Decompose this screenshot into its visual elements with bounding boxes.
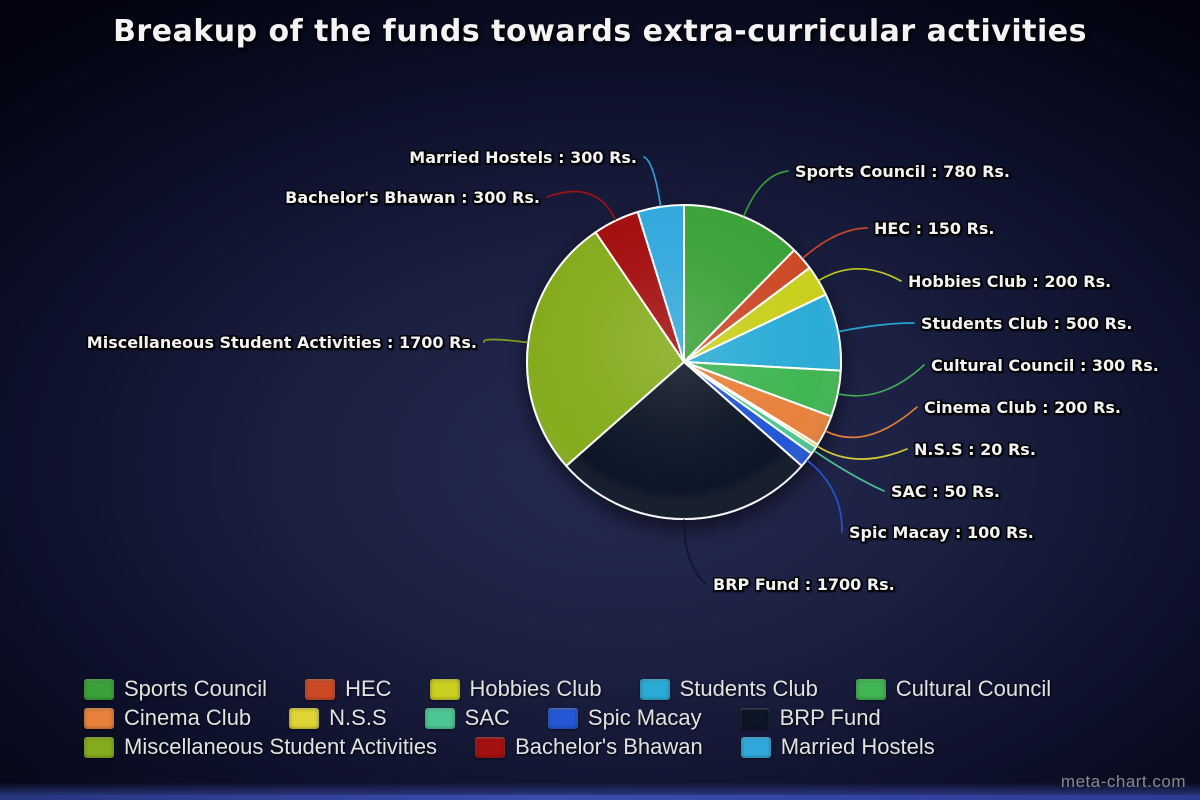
slice-label-hobbies-club: Hobbies Club : 200 Rs.	[908, 272, 1111, 291]
slice-label-hec: HEC : 150 Rs.	[874, 219, 995, 238]
watermark: meta-chart.com	[1060, 772, 1186, 791]
legend-item-cultural-council: Cultural Council	[855, 676, 1052, 702]
legend-swatch-icon	[740, 736, 771, 758]
legend-item-sac: SAC	[424, 705, 510, 731]
leader-line-cinema-club	[825, 406, 918, 439]
leader-line-cultural-council	[837, 364, 925, 397]
leader-line-n-s-s	[816, 445, 908, 460]
slice-label-brp-fund: BRP Fund : 1700 Rs.	[713, 575, 895, 594]
legend-label: Bachelor's Bhawan	[515, 734, 703, 759]
legend-swatch-icon	[855, 678, 886, 700]
slice-label-miscellaneous-student-activities: Miscellaneous Student Activities : 1700 …	[87, 333, 477, 352]
slice-label-sports-council: Sports Council : 780 Rs.	[795, 162, 1010, 181]
legend-label: Cinema Club	[124, 705, 252, 730]
legend-label: BRP Fund	[779, 705, 881, 730]
legend-row: Sports Council HEC Hobbies Club Students Cl…	[84, 676, 1164, 702]
slice-label-married-hostels: Married Hostels : 300 Rs.	[409, 148, 637, 167]
legend-swatch-icon	[289, 707, 320, 729]
leader-line-brp-fund	[683, 519, 707, 585]
legend-item-students-club: Students Club	[639, 676, 818, 702]
leader-line-miscellaneous-student-activities	[483, 338, 529, 344]
legend-row: Cinema Club N.S.S SAC Spic Macay BRP Fund	[84, 705, 1164, 731]
legend-swatch-icon	[84, 678, 114, 700]
legend-item-cinema-club: Cinema Club	[84, 705, 251, 731]
legend-swatch-icon	[429, 678, 460, 700]
page-title: Breakup of the funds towards extra-curri…	[113, 14, 1087, 49]
legend-label: Hobbies Club	[469, 676, 602, 701]
slice-label-n-s-s: N.S.S : 20 Rs.	[914, 440, 1036, 459]
legend-swatch-icon	[639, 678, 670, 700]
slice-label-students-club: Students Club : 500 Rs.	[921, 314, 1133, 333]
leader-line-hec	[802, 227, 868, 259]
slice-label-spic-macay: Spic Macay : 100 Rs.	[849, 523, 1034, 542]
legend-label: Miscellaneous Student Activities	[124, 734, 438, 759]
leader-line-married-hostels	[643, 156, 662, 207]
legend-label: Cultural Council	[895, 676, 1052, 701]
legend-item-spic-macay: Spic Macay	[547, 705, 702, 731]
bottom-edge-glow	[0, 795, 1200, 800]
leader-line-students-club	[838, 322, 915, 333]
slice-label-bachelor-s-bhawan: Bachelor's Bhawan : 300 Rs.	[285, 188, 540, 207]
legend-row: Miscellaneous Student Activities Bachelor…	[84, 734, 1164, 760]
legend-swatch-icon	[84, 736, 114, 758]
legend-label: Married Hostels	[780, 734, 935, 759]
legend-item-n-s-s: N.S.S	[289, 705, 387, 731]
slice-label-cinema-club: Cinema Club : 200 Rs.	[924, 398, 1121, 417]
legend-item-miscellaneous-student-activities: Miscellaneous Student Activities	[84, 734, 437, 760]
legend-item-hobbies-club: Hobbies Club	[429, 676, 602, 702]
legend-item-brp-fund: BRP Fund	[739, 705, 881, 731]
legend-swatch-icon	[84, 707, 114, 729]
legend-label: Spic Macay	[587, 705, 702, 730]
legend-item-married-hostels: Married Hostels	[740, 734, 935, 760]
slice-label-cultural-council: Cultural Council : 300 Rs.	[931, 356, 1159, 375]
leader-line-spic-macay	[806, 459, 843, 533]
legend-swatch-icon	[424, 707, 455, 729]
leader-line-bachelor-s-bhawan	[546, 190, 617, 221]
legend-label: HEC	[345, 676, 392, 701]
leader-line-sports-council	[743, 170, 789, 217]
legend-label: Students Club	[679, 676, 818, 701]
legend-label: Sports Council	[124, 676, 268, 701]
legend-swatch-icon	[305, 678, 336, 700]
legend-item-hec: HEC	[305, 676, 392, 702]
legend-label: N.S.S	[329, 705, 387, 730]
legend-swatch-icon	[739, 707, 770, 729]
chart-legend: Sports Council HEC Hobbies Club Students Cl…	[84, 676, 1164, 764]
legend-label: SAC	[464, 705, 510, 730]
legend-swatch-icon	[475, 736, 506, 758]
legend-swatch-icon	[547, 707, 578, 729]
leader-line-sac	[813, 450, 885, 492]
leader-line-hobbies-club	[818, 267, 902, 282]
legend-item-sports-council: Sports Council	[84, 676, 267, 702]
legend-item-bachelor-s-bhawan: Bachelor's Bhawan	[475, 734, 703, 760]
slice-label-sac: SAC : 50 Rs.	[891, 482, 1000, 501]
